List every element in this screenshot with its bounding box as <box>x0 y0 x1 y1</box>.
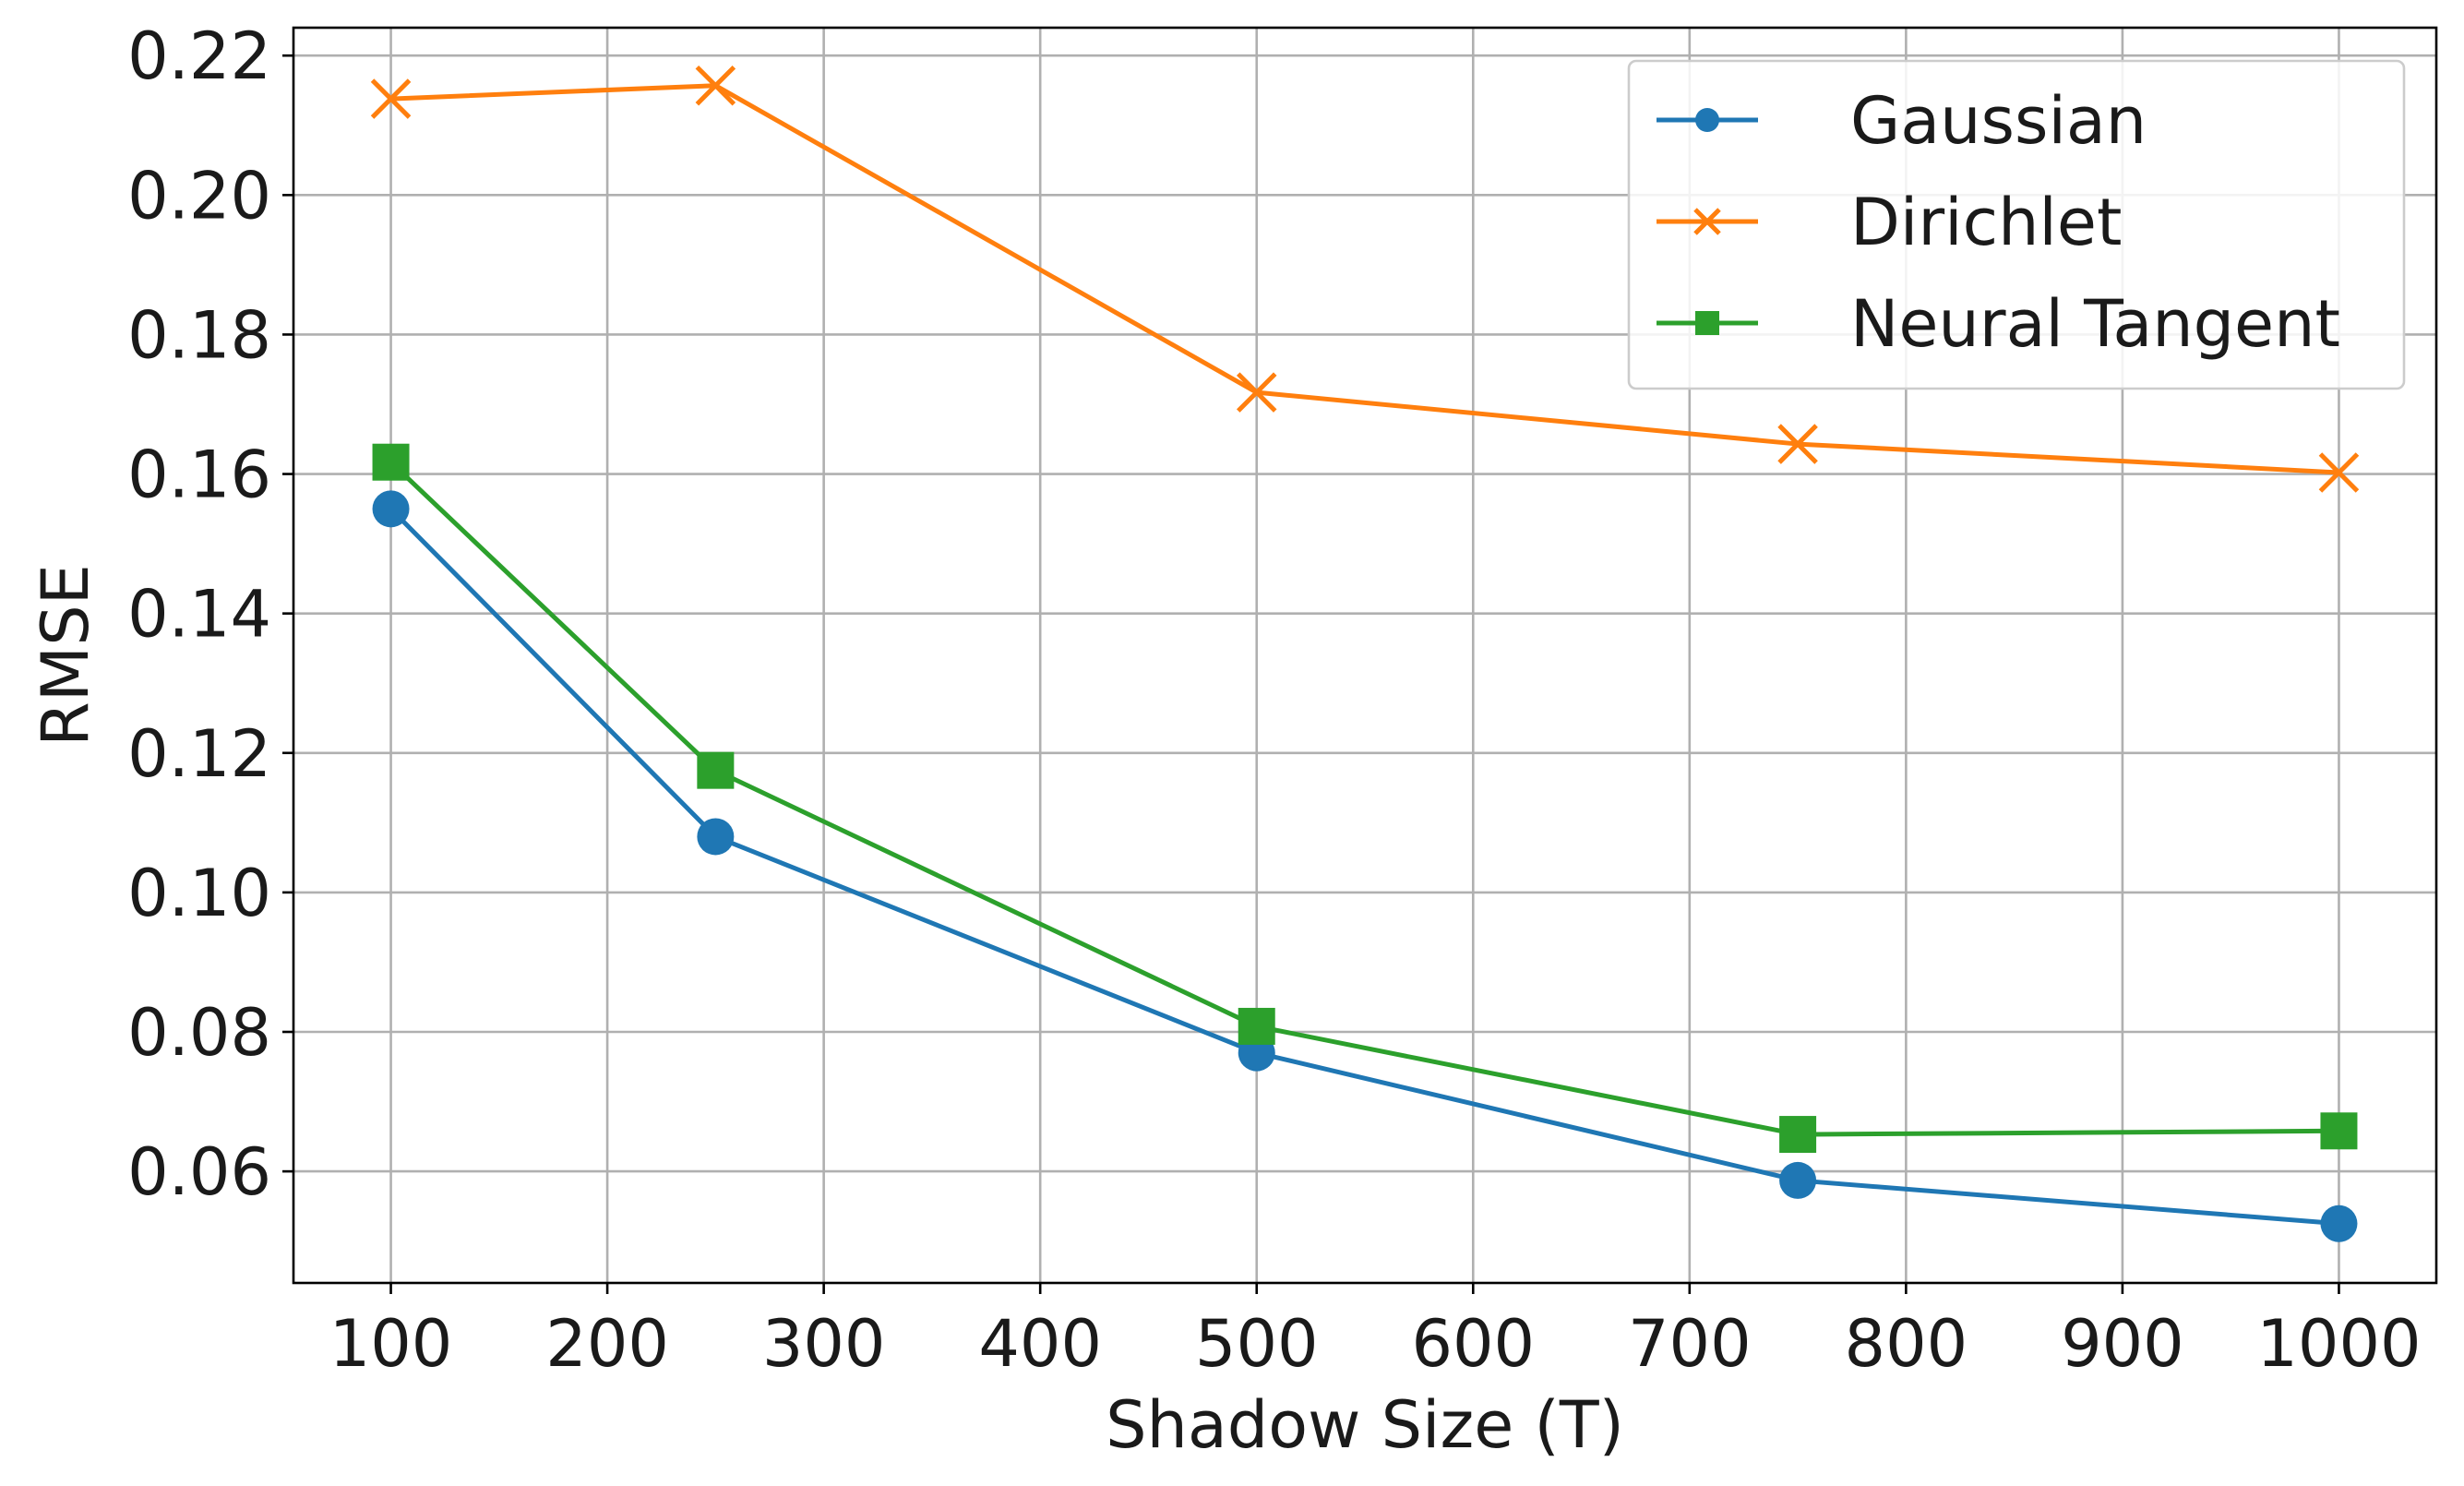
data-point-neural-tangent <box>697 751 735 789</box>
data-point-dirichlet <box>1236 372 1277 413</box>
legend-marker <box>1695 108 1719 132</box>
series-layer <box>370 65 2360 1242</box>
legend-marker <box>1695 311 1719 335</box>
x-tick-label: 700 <box>1628 1306 1752 1382</box>
legend-label: Gaussian <box>1850 83 2147 159</box>
data-point-gaussian <box>372 490 410 528</box>
series-line-neural-tangent <box>389 460 2339 1137</box>
y-tick-label: 0.12 <box>127 716 271 792</box>
x-tick-label: 100 <box>329 1306 453 1382</box>
legend-item-dirichlet: Dirichlet <box>1657 185 2122 260</box>
y-tick-label: 0.22 <box>127 18 271 94</box>
y-axis-label: RMSE <box>28 564 103 747</box>
x-tick-label: 500 <box>1195 1306 1319 1382</box>
series-dirichlet <box>370 65 2360 493</box>
x-tick-label: 400 <box>978 1306 1102 1382</box>
x-tick-label: 800 <box>1845 1306 1968 1382</box>
y-tick-label: 0.14 <box>127 577 271 653</box>
series-line-gaussian <box>389 507 2339 1227</box>
legend: Gaussian Dirichlet Neural Tangent <box>1627 59 2406 390</box>
grid <box>293 28 2436 1283</box>
y-tick-label: 0.18 <box>127 297 271 373</box>
data-point-neural-tangent <box>372 443 410 481</box>
legend-marker <box>1693 208 1721 235</box>
x-marker-stroke <box>1236 372 1277 413</box>
legend-label: Dirichlet <box>1850 185 2122 260</box>
series-neural-tangent <box>372 443 2358 1154</box>
x-marker-stroke <box>1693 208 1721 235</box>
x-marker-stroke <box>370 78 412 119</box>
data-point-gaussian <box>2320 1204 2358 1242</box>
y-tick-label: 0.16 <box>127 437 271 513</box>
y-tick-label: 0.06 <box>127 1134 271 1210</box>
legend-label: Neural Tangent <box>1850 286 2340 362</box>
data-point-dirichlet <box>2318 452 2360 493</box>
x-axis-label: Shadow Size (T) <box>1106 1387 1624 1463</box>
data-point-gaussian <box>1779 1161 1817 1199</box>
x-marker-stroke <box>695 65 736 106</box>
x-tick-label: 900 <box>2061 1306 2184 1382</box>
x-marker-stroke <box>1777 424 1818 464</box>
y-tick-label: 0.10 <box>127 856 271 931</box>
ticks: 100 200 300 400 500 600 700 800 900 1000 0.06 0.08 0… <box>127 18 2421 1382</box>
legend-item-gaussian: Gaussian <box>1657 83 2147 159</box>
x-tick-label: 200 <box>545 1306 669 1382</box>
legend-item-neural-tangent: Neural Tangent <box>1657 286 2340 362</box>
plot-frame <box>292 26 2438 1285</box>
x-tick-label: 600 <box>1411 1306 1535 1382</box>
y-tick-label: 0.08 <box>127 995 271 1071</box>
x-tick-label: 300 <box>762 1306 886 1382</box>
data-point-dirichlet <box>1777 424 1818 464</box>
data-point-neural-tangent <box>1238 1007 1275 1045</box>
data-point-dirichlet <box>695 65 736 106</box>
legend-box <box>1627 59 2406 390</box>
data-point-dirichlet <box>370 78 412 119</box>
series-gaussian <box>372 490 2358 1242</box>
data-point-gaussian <box>697 818 735 856</box>
data-point-neural-tangent <box>1779 1116 1817 1154</box>
x-marker-stroke <box>2318 452 2360 493</box>
data-point-neural-tangent <box>2320 1112 2358 1150</box>
y-tick-label: 0.20 <box>127 158 271 234</box>
x-tick-label: 1000 <box>2256 1306 2421 1382</box>
